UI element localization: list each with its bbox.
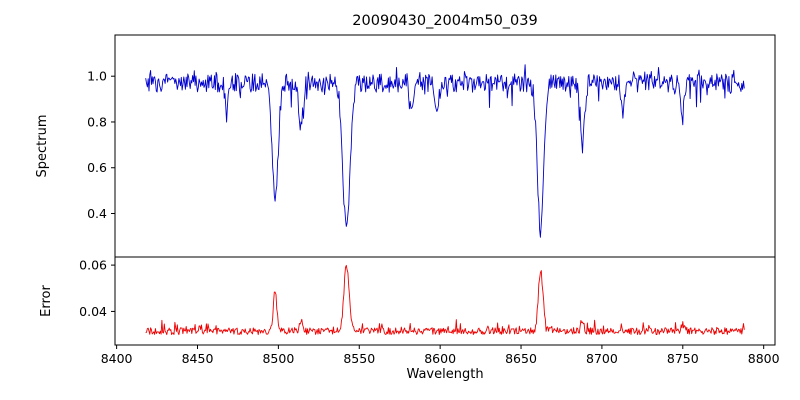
x-tick-label: 8650 — [505, 351, 537, 366]
x-tick-label: 8400 — [101, 351, 133, 366]
spectrum-tick-label: 0.8 — [87, 114, 107, 129]
error-panel: 0.04 0.06 — [79, 256, 776, 346]
x-tick-label: 8600 — [424, 351, 456, 366]
spectrum-panel: 0.4 0.6 0.8 1.0 — [87, 34, 776, 258]
x-tick-label: 8450 — [182, 351, 214, 366]
x-tick-label: 8550 — [343, 351, 375, 366]
spectrum-tick-label: 0.6 — [87, 160, 107, 175]
error-tick-label: 0.06 — [79, 258, 107, 273]
spectrum-y-axis-label: Spectrum — [35, 115, 50, 178]
x-tick-label: 8750 — [667, 351, 699, 366]
spectrum-line — [145, 64, 745, 238]
spectrum-tick-label: 0.4 — [87, 206, 107, 221]
error-line — [145, 264, 745, 336]
x-axis-ticks: 8400 8450 8500 8550 8600 8650 8700 8750 8800 — [101, 345, 780, 366]
x-tick-label: 8800 — [748, 351, 780, 366]
error-tick-label: 0.04 — [79, 304, 107, 319]
x-tick-label: 8700 — [586, 351, 618, 366]
x-axis-label: Wavelength — [406, 367, 483, 382]
error-y-axis-label: Error — [39, 285, 54, 317]
chart-title: 20090430_2004m50_039 — [352, 13, 537, 29]
x-tick-label: 8500 — [262, 351, 294, 366]
spectrum-tick-label: 1.0 — [87, 69, 107, 84]
